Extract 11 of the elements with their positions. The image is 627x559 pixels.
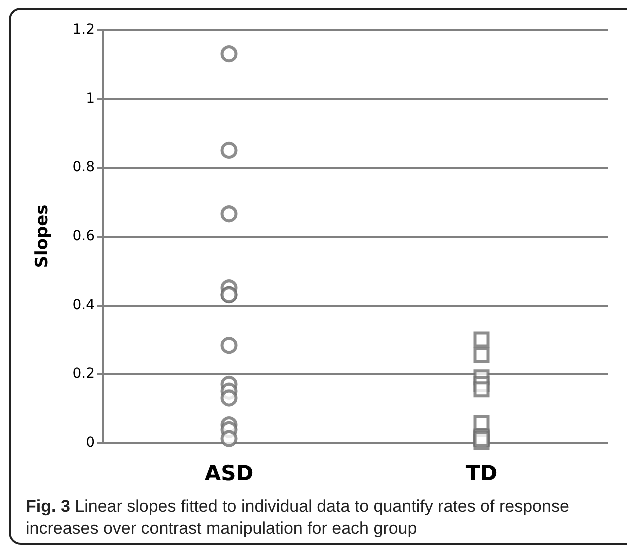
y-tick-label: 0.4 xyxy=(72,297,96,314)
x-tick-label: ASD xyxy=(204,462,254,486)
y-axis-title: Slopes xyxy=(32,204,52,268)
y-tick-label: 0.6 xyxy=(72,228,96,244)
y-tick-label: 1.2 xyxy=(72,22,95,38)
y-tick-label: 0.8 xyxy=(72,160,95,176)
x-tick-label: TD xyxy=(466,462,498,486)
y-tick-label: 1 xyxy=(86,90,95,107)
y-tick-label: 0.2 xyxy=(72,366,95,382)
caption: Fig. 3 Linear slopes fitted to individual data to quantify rates of response increases over contrast manipulation for each group xyxy=(26,496,570,540)
y-tick-label: 0 xyxy=(86,435,95,451)
